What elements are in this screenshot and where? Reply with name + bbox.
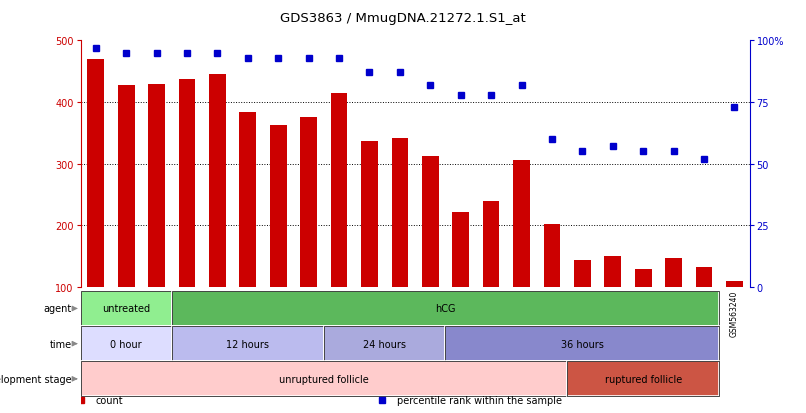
Bar	[81, 291, 172, 326]
Bar	[665, 259, 682, 287]
Text: agent: agent	[44, 304, 72, 314]
Text: development stage: development stage	[0, 374, 72, 384]
Bar	[392, 138, 409, 287]
Bar	[81, 291, 172, 326]
Bar	[172, 326, 324, 361]
Bar	[361, 141, 378, 287]
Text: hCG: hCG	[435, 304, 455, 314]
Bar	[81, 326, 172, 361]
Bar	[87, 60, 104, 287]
Text: 36 hours: 36 hours	[561, 339, 604, 349]
Bar	[324, 326, 446, 361]
Bar	[604, 256, 621, 287]
Bar	[574, 261, 591, 287]
Bar	[270, 126, 287, 287]
Bar	[483, 201, 500, 287]
Text: GDS3863 / MmugDNA.21272.1.S1_at: GDS3863 / MmugDNA.21272.1.S1_at	[280, 12, 526, 25]
Text: percentile rank within the sample: percentile rank within the sample	[397, 394, 562, 405]
Bar	[696, 267, 713, 287]
Bar	[513, 161, 530, 287]
Text: untreated: untreated	[102, 304, 150, 314]
Bar	[446, 326, 719, 361]
Bar	[543, 224, 560, 287]
Bar	[567, 361, 719, 396]
Bar	[446, 326, 719, 361]
Bar	[179, 79, 195, 287]
Bar	[172, 291, 719, 326]
Bar	[81, 326, 172, 361]
Bar	[172, 291, 719, 326]
Bar	[81, 361, 567, 396]
Text: count: count	[96, 394, 123, 405]
Bar	[118, 86, 135, 287]
Text: 0 hour: 0 hour	[110, 339, 142, 349]
Text: 24 hours: 24 hours	[364, 339, 406, 349]
Bar	[324, 326, 446, 361]
Text: 12 hours: 12 hours	[226, 339, 269, 349]
Bar	[330, 93, 347, 287]
Bar	[635, 270, 651, 287]
Bar	[422, 157, 438, 287]
Bar	[452, 212, 469, 287]
Bar	[301, 118, 317, 287]
Bar	[726, 281, 743, 287]
Bar	[567, 361, 719, 396]
Bar	[81, 361, 567, 396]
Bar	[209, 75, 226, 287]
Text: ruptured follicle: ruptured follicle	[604, 374, 682, 384]
Bar	[148, 84, 165, 287]
Text: unruptured follicle: unruptured follicle	[279, 374, 368, 384]
Bar	[239, 113, 256, 287]
Bar	[172, 326, 324, 361]
Text: time: time	[49, 339, 72, 349]
